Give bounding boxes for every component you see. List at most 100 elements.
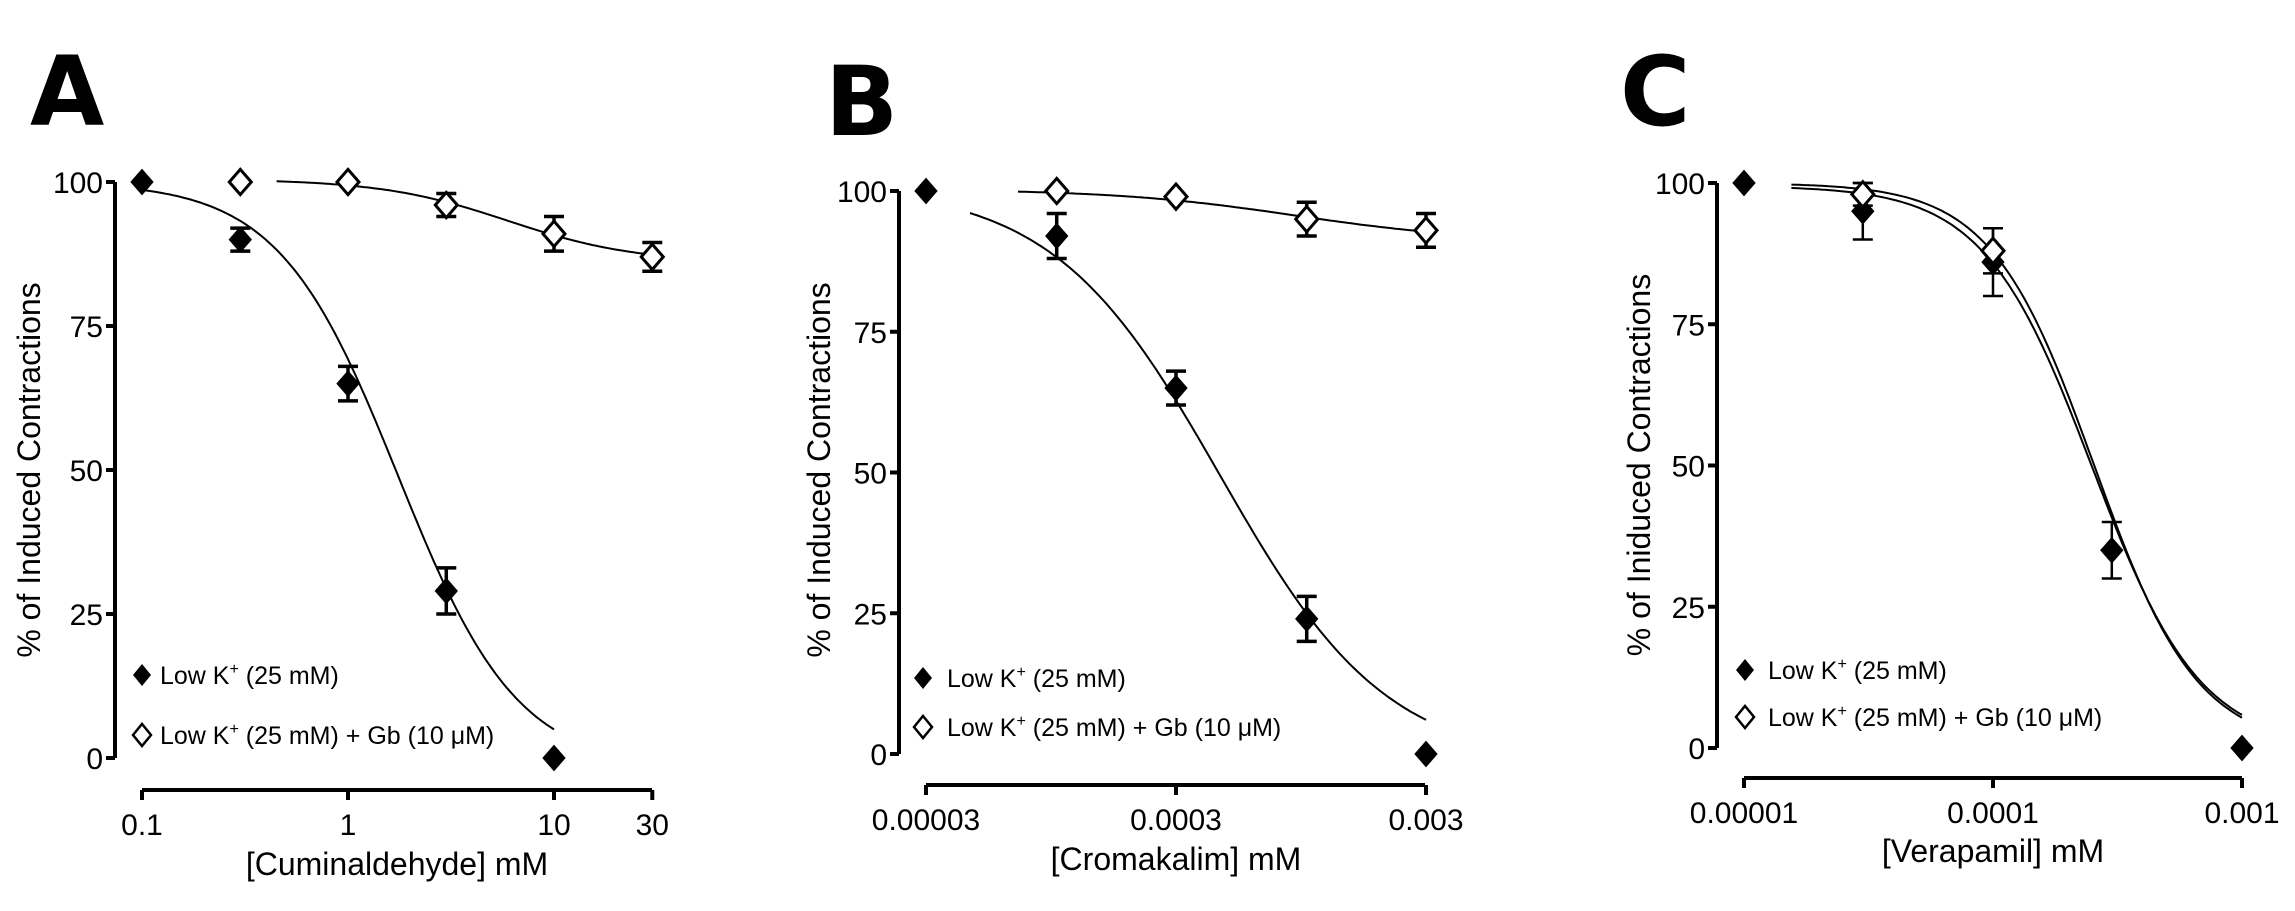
data-point-low-k xyxy=(1414,740,1438,768)
data-point-low-k-gb xyxy=(227,167,254,197)
y-axis-title-b: % of Induced Contractions xyxy=(801,282,837,657)
legend-label-low-k: Low K+ (25 mM) xyxy=(1768,656,1947,685)
legend-label-tail: (25 mM) + Gb (10 μM) xyxy=(1026,714,1281,742)
legend-item: Low K+ (25 mM) xyxy=(133,661,339,690)
data-point-low-k xyxy=(542,744,566,772)
legend-label-tail: (25 mM) xyxy=(1026,665,1126,693)
legend-label-tail: (25 mM) xyxy=(1847,657,1947,685)
filled-diamond-icon xyxy=(133,664,151,686)
panel-letter-b: B xyxy=(825,46,898,158)
y-ticks-b: 0 25 50 75 100 xyxy=(837,176,901,772)
y-tick-label: 75 xyxy=(1672,309,1705,342)
fit-curve-low-k-gb xyxy=(1017,190,1427,233)
x-tick-label: 0.0001 xyxy=(1947,797,2039,830)
filled-diamond-icon xyxy=(1736,659,1754,681)
legend-item: Low K+ (25 mM) xyxy=(914,664,1126,693)
fit-curve-low-k xyxy=(141,188,555,731)
y-tick-label: 25 xyxy=(854,598,887,631)
data-point-low-k-gb xyxy=(541,218,567,249)
legend-item: Low K+ (25 mM) + Gb (10 μM) xyxy=(1734,703,2102,732)
data-point-low-k xyxy=(336,370,360,398)
y-ticks-a: 0 25 50 75 100 xyxy=(53,167,117,776)
legend-label-low-k-gb: Low K+ (25 mM) + Gb (10 μM) xyxy=(160,721,494,750)
x-tick-label: 0.1 xyxy=(121,809,163,842)
y-tick-label: 100 xyxy=(53,167,103,200)
legend-label-sup: + xyxy=(1837,703,1846,720)
legend-label-sup: + xyxy=(229,661,238,678)
open-diamond-icon xyxy=(131,722,153,748)
fit-curve-low-k xyxy=(1791,187,2243,716)
legend-label-main: Low K xyxy=(160,722,230,750)
legend-c: Low K+ (25 mM) Low K+ (25 mM) + Gb (10 μ… xyxy=(1734,656,2102,732)
legend-item: Low K+ (25 mM) + Gb (10 μM) xyxy=(912,713,1281,742)
legend-label-low-k-gb: Low K+ (25 mM) + Gb (10 μM) xyxy=(1768,703,2102,732)
x-tick-label: 0.003 xyxy=(1388,804,1463,837)
y-tick-label: 100 xyxy=(837,176,887,209)
y-tick-label: 100 xyxy=(1655,168,1705,201)
y-tick-label: 0 xyxy=(86,743,103,776)
x-axis-title-c: [Verapamil] mM xyxy=(1882,833,2104,869)
legend-label-sup: + xyxy=(1837,656,1846,673)
legend-label-main: Low K xyxy=(947,665,1017,693)
x-tick-label: 0.001 xyxy=(2204,797,2279,830)
data-point-low-k-gb xyxy=(639,241,666,272)
y-tick-label: 50 xyxy=(70,455,103,488)
legend-label-tail: (25 mM) xyxy=(239,662,339,690)
x-tick-label: 30 xyxy=(636,809,669,842)
data-point-low-k-gb xyxy=(1413,215,1439,246)
legend-label-main: Low K xyxy=(1768,657,1838,685)
y-tick-label: 25 xyxy=(70,599,103,632)
x-tick-label: 0.00001 xyxy=(1690,797,1798,830)
y-ticks-c: 0 25 50 75 100 xyxy=(1655,168,1719,766)
data-point-low-k-gb xyxy=(335,167,361,197)
legend-item: Low K+ (25 mM) xyxy=(1736,656,1947,685)
data-point-low-k xyxy=(1295,605,1319,633)
legend-label-low-k: Low K+ (25 mM) xyxy=(160,661,339,690)
x-ticks-b: 0.00003 0.0003 0.003 xyxy=(872,783,1464,837)
legend-label-sup: + xyxy=(229,721,238,738)
panel-a: A % of Induced Contractions [Cuminaldehy… xyxy=(11,36,669,882)
panel-letter-c: C xyxy=(1620,36,1690,148)
y-axis-title-c: % of Iniduced Contractions xyxy=(1621,274,1657,656)
data-point-low-k-gb xyxy=(1849,179,1876,210)
data-point-low-k xyxy=(434,577,458,605)
fit-curve-low-k-gb xyxy=(1791,183,2243,719)
data-point-low-k-gb xyxy=(1163,181,1189,212)
data-point-low-k xyxy=(228,226,252,254)
data-point-low-k xyxy=(2230,734,2254,762)
fit-curves-b xyxy=(969,190,1427,721)
data-point-low-k-gb xyxy=(1293,204,1320,235)
data-point-low-k xyxy=(1732,169,1756,197)
open-diamond-icon xyxy=(912,714,934,740)
y-tick-label: 75 xyxy=(854,317,887,350)
legend-a: Low K+ (25 mM) Low K+ (25 mM) + Gb (10 μ… xyxy=(131,661,494,750)
data-points-a xyxy=(130,167,666,772)
x-tick-label: 0.0003 xyxy=(1130,804,1222,837)
legend-label-main: Low K xyxy=(947,714,1017,742)
data-point-low-k xyxy=(130,168,154,196)
x-ticks-c: 0.00001 0.0001 0.001 xyxy=(1690,776,2280,830)
data-point-low-k xyxy=(2100,536,2124,564)
legend-b: Low K+ (25 mM) Low K+ (25 mM) + Gb (10 μ… xyxy=(912,664,1281,742)
data-points-b xyxy=(914,176,1439,768)
y-tick-label: 0 xyxy=(870,739,887,772)
data-point-low-k-gb xyxy=(1043,176,1070,206)
x-axis-title-a: [Cuminaldehyde] mM xyxy=(246,846,548,882)
data-point-low-k xyxy=(1045,222,1069,250)
panel-b: B % of Induced Contractions [Cromakalim]… xyxy=(801,46,1464,877)
fit-curves-a xyxy=(141,180,653,731)
data-points-c xyxy=(1732,169,2254,762)
open-diamond-icon xyxy=(1734,704,1756,730)
legend-label-tail: (25 mM) + Gb (10 μM) xyxy=(1847,704,2102,732)
legend-label-low-k: Low K+ (25 mM) xyxy=(947,664,1126,693)
panel-letter-a: A xyxy=(30,36,104,148)
y-tick-label: 75 xyxy=(70,311,103,344)
panel-c: C % of Iniduced Contractions [Verapamil]… xyxy=(1620,36,2280,869)
x-axis-title-b: [Cromakalim] mM xyxy=(1051,841,1302,877)
data-point-low-k-gb xyxy=(433,190,460,220)
data-point-low-k-gb xyxy=(1980,235,2006,266)
fit-curves-c xyxy=(1791,183,2243,719)
x-ticks-a: 0.1 1 10 30 xyxy=(121,788,669,842)
legend-label-main: Low K xyxy=(160,662,230,690)
